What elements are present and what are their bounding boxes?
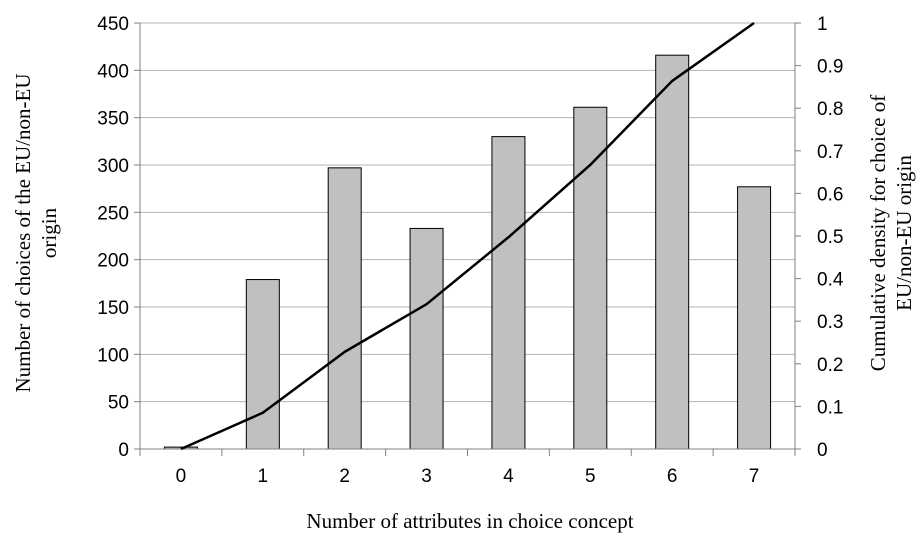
left-y-tick-label: 0 <box>118 440 129 461</box>
right-y-tick-label: 0.1 <box>817 397 843 418</box>
right-y-tick-label: 0 <box>817 440 828 461</box>
right-y-tick-label: 0.3 <box>817 312 843 333</box>
axes <box>139 23 796 456</box>
x-tick-label: 5 <box>585 466 596 487</box>
x-tick-labels: 0 1 2 3 4 5 6 7 <box>176 466 760 487</box>
x-tick-label: 4 <box>503 466 514 487</box>
left-y-tick-label: 350 <box>97 109 129 130</box>
right-y-tick-label: 0.8 <box>817 99 843 120</box>
right-y-tick-label: 0.2 <box>817 355 843 376</box>
x-tick-label: 1 <box>258 466 269 487</box>
left-y-tick-label: 150 <box>97 298 129 319</box>
left-y-tick-label: 200 <box>97 251 129 272</box>
left-y-tick-label: 450 <box>97 14 129 35</box>
x-axis-title: Number of attributes in choice concept <box>306 509 633 533</box>
right-y-tick-label: 0.4 <box>817 270 844 291</box>
x-tick-label: 2 <box>339 466 350 487</box>
x-tick-label: 3 <box>421 466 432 487</box>
bar <box>737 186 772 450</box>
right-y-tick-label: 0.9 <box>817 57 843 78</box>
bar <box>655 54 690 450</box>
left-y-tick-label: 300 <box>97 156 129 177</box>
right-y-tick-label: 0.6 <box>817 184 843 205</box>
left-y-tick-label: 400 <box>97 61 129 82</box>
cumulative-line <box>180 21 755 451</box>
left-y-axis-title-line1: Number of choices of the EU/non-EU <box>11 74 35 393</box>
left-y-tick-label: 50 <box>108 393 129 414</box>
bar <box>245 279 280 450</box>
x-tick-label: 7 <box>749 466 760 487</box>
left-y-tick-labels: 0 50 100 150 200 250 300 350 400 450 <box>97 14 129 461</box>
x-tick-label: 6 <box>667 466 678 487</box>
right-y-axis-title-line2: EU/non-EU origin <box>892 155 916 311</box>
gridlines <box>134 22 801 450</box>
x-tick-label: 0 <box>176 466 187 487</box>
left-y-tick-label: 250 <box>97 203 129 224</box>
right-y-tick-label: 0.5 <box>817 227 843 248</box>
bar-series <box>163 54 772 450</box>
left-y-axis-title-line2: origin <box>37 207 61 258</box>
bar <box>327 167 362 450</box>
cumulative-line-series <box>180 21 755 451</box>
bar <box>409 227 444 450</box>
left-y-tick-label: 100 <box>97 345 129 366</box>
right-y-tick-label: 1 <box>817 14 828 35</box>
right-y-tick-labels: 0 0.1 0.2 0.3 0.4 0.5 0.6 0.7 0.8 0.9 1 <box>817 14 844 461</box>
right-y-axis-title-line1: Cumulative density for choice of <box>866 95 890 371</box>
bar <box>491 136 526 450</box>
bar <box>573 106 608 450</box>
right-y-tick-label: 0.7 <box>817 142 843 163</box>
